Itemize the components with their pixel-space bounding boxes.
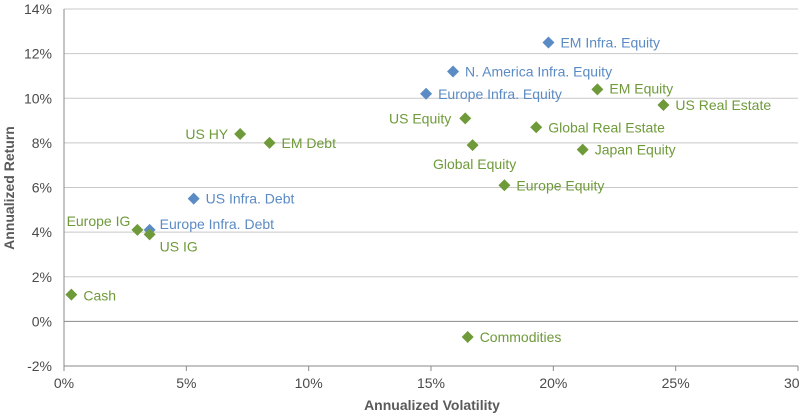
data-point-label: EM Debt (282, 135, 337, 151)
data-point-label: EM Infra. Equity (560, 34, 660, 50)
data-point-label: US Real Estate (675, 97, 771, 113)
x-tick-label: 30% (784, 375, 800, 391)
y-tick-label: 14% (24, 1, 52, 17)
data-point-marker (466, 139, 479, 152)
x-tick-label: 20% (539, 375, 567, 391)
y-tick-label: 4% (32, 224, 52, 240)
y-tick-label: -2% (27, 358, 52, 374)
data-point-marker (65, 288, 78, 301)
data-point-label: N. America Infra. Equity (465, 63, 612, 79)
data-point-marker (459, 112, 472, 125)
y-axis-title: Annualized Return (1, 126, 17, 250)
axes: -2%0%2%4%6%8%10%12%14%0% 5% 10% 15% 20% 25% 30… (24, 1, 800, 391)
data-point-marker (530, 121, 543, 134)
data-point-label: Global Real Estate (548, 119, 665, 135)
data-point-marker (591, 83, 604, 96)
data-point-label: Commodities (480, 329, 562, 345)
data-point-label: Europe Infra. Equity (438, 86, 562, 102)
x-tick-label: 25% (662, 375, 690, 391)
x-tick-label: 10% (295, 375, 323, 391)
data-point-marker (420, 87, 433, 100)
data-point-marker (234, 127, 247, 140)
data-point-marker (263, 136, 276, 149)
data-point-label: US HY (185, 126, 228, 142)
data-point-label: US Infra. Debt (206, 191, 295, 207)
y-tick-label: 8% (32, 135, 52, 151)
data-point-label: Global Equity (433, 156, 516, 172)
x-tick-label: 0% (54, 375, 74, 391)
y-tick-label: 12% (24, 46, 52, 62)
data-point-label: Europe Equity (516, 177, 604, 193)
data-points: EM Infra. Equity N. America Infra. Equity… (65, 34, 771, 345)
y-tick-label: 0% (32, 313, 52, 329)
data-point-label: Japan Equity (595, 142, 676, 158)
data-point-marker (498, 179, 511, 192)
y-tick-label: 2% (32, 269, 52, 285)
gridlines (64, 8, 798, 367)
data-point-marker (542, 36, 555, 49)
x-tick-label: 5% (176, 375, 196, 391)
data-point-label: EM Equity (609, 80, 673, 96)
data-point-label: US Equity (389, 110, 451, 126)
data-point-label: Cash (83, 288, 116, 304)
data-point-label: Europe IG (67, 213, 131, 229)
data-point-label: US IG (160, 238, 198, 254)
data-point-marker (447, 65, 460, 78)
x-axis-title: Annualized Volatility (364, 397, 500, 413)
data-point-marker (143, 228, 156, 241)
x-tick-label: 15% (417, 375, 445, 391)
data-point-marker (576, 143, 589, 156)
data-point-marker (461, 330, 474, 343)
data-point-marker (657, 98, 670, 111)
y-tick-label: 6% (32, 180, 52, 196)
y-tick-label: 10% (24, 90, 52, 106)
data-point-label: Europe Infra. Debt (160, 216, 275, 232)
data-point-marker (187, 192, 200, 205)
data-point-marker (131, 223, 144, 236)
